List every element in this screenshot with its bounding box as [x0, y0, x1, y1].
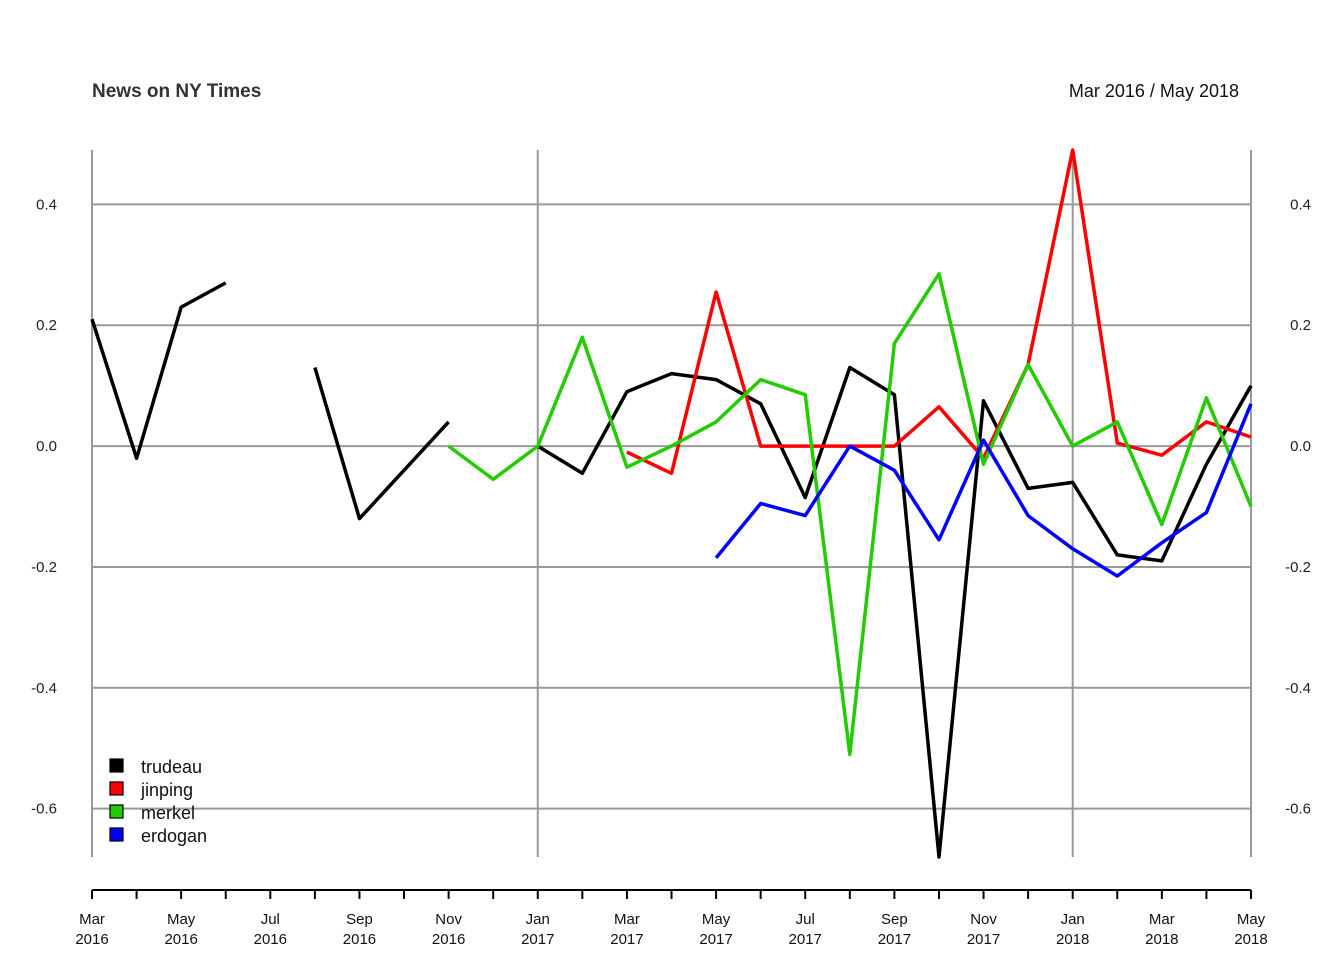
y-tick-label-right: -0.2: [1285, 559, 1311, 576]
x-tick-label-year: 2017: [789, 931, 822, 948]
x-tick-label-month: Jan: [526, 911, 550, 928]
series-lines: [90, 148, 1253, 859]
series-line-merkel: [447, 272, 1253, 757]
x-tick-label-year: 2017: [699, 931, 732, 948]
series-line-trudeau: [313, 367, 450, 521]
x-axis: Mar 2016 May 2016 Jul 2016 Sep 2016 Nov 2016 Jan 20…: [75, 889, 1268, 948]
x-tick-label-month: Mar: [614, 911, 640, 928]
x-tick-label-month: Mar: [1149, 911, 1175, 928]
y-tick-label-right: -0.6: [1285, 801, 1311, 818]
legend-label-merkel: merkel: [141, 803, 195, 823]
x-tick-label-year: 2016: [432, 931, 465, 948]
legend-label-jinping: jinping: [140, 780, 193, 800]
x-tick-label-year: 2017: [967, 931, 1000, 948]
legend-swatch-trudeau: [109, 758, 124, 773]
x-tick-label-month: Nov: [970, 911, 997, 928]
y-tick-label-left: 0.2: [36, 317, 57, 334]
legend: trudeau jinping merkel erdogan: [109, 757, 207, 846]
y-tick-label-right: 0.4: [1290, 196, 1311, 213]
x-tick-label-year: 2017: [878, 931, 911, 948]
legend-label-erdogan: erdogan: [141, 826, 207, 846]
y-tick-label-right: -0.4: [1285, 680, 1311, 697]
x-tick-label-month: Mar: [79, 911, 105, 928]
y-tick-label-left: 0.0: [36, 438, 57, 455]
series-line-trudeau: [536, 365, 1253, 859]
y-tick-label-right: 0.0: [1290, 438, 1311, 455]
x-tick-label-year: 2016: [164, 931, 197, 948]
y-tick-label-right: 0.2: [1290, 317, 1311, 334]
y-tick-label-left: 0.4: [36, 196, 57, 213]
x-tick-label-month: Sep: [346, 911, 373, 928]
date-range-label: Mar 2016 / May 2018: [1069, 81, 1239, 101]
y-tick-label-left: -0.6: [31, 801, 57, 818]
y-axis-right: 0.4 0.2 0.0 -0.2 -0.4 -0.6: [1285, 196, 1311, 817]
y-tick-label-left: -0.2: [31, 559, 57, 576]
x-tick-label-month: May: [167, 911, 196, 928]
x-tick-label-month: Nov: [435, 911, 462, 928]
x-tick-label-month: May: [702, 911, 731, 928]
series-line-jinping: [626, 148, 1252, 476]
x-tick-label-month: Jul: [796, 911, 815, 928]
x-tick-label-month: Jan: [1061, 911, 1085, 928]
series-line-trudeau: [90, 281, 227, 460]
x-tick-label-year: 2016: [75, 931, 108, 948]
x-tick-label-year: 2017: [610, 931, 643, 948]
chart-title: News on NY Times: [92, 81, 261, 102]
x-tick-label-month: Sep: [881, 911, 908, 928]
x-tick-label-year: 2018: [1145, 931, 1178, 948]
x-tick-label-year: 2017: [521, 931, 554, 948]
x-tick-label-month: Jul: [261, 911, 280, 928]
grid: [91, 150, 1252, 857]
y-axis-left: 0.4 0.2 0.0 -0.2 -0.4 -0.6: [31, 196, 57, 817]
x-tick-label-month: May: [1237, 911, 1266, 928]
y-tick-label-left: -0.4: [31, 680, 57, 697]
x-tick-label-year: 2018: [1234, 931, 1267, 948]
legend-swatch-jinping: [109, 781, 124, 796]
x-tick-label-year: 2018: [1056, 931, 1089, 948]
series-line-erdogan: [714, 403, 1253, 578]
x-tick-label-year: 2016: [343, 931, 376, 948]
x-tick-label-year: 2016: [254, 931, 287, 948]
legend-swatch-merkel: [109, 804, 124, 819]
legend-label-trudeau: trudeau: [141, 757, 202, 777]
legend-swatch-erdogan: [109, 827, 124, 842]
